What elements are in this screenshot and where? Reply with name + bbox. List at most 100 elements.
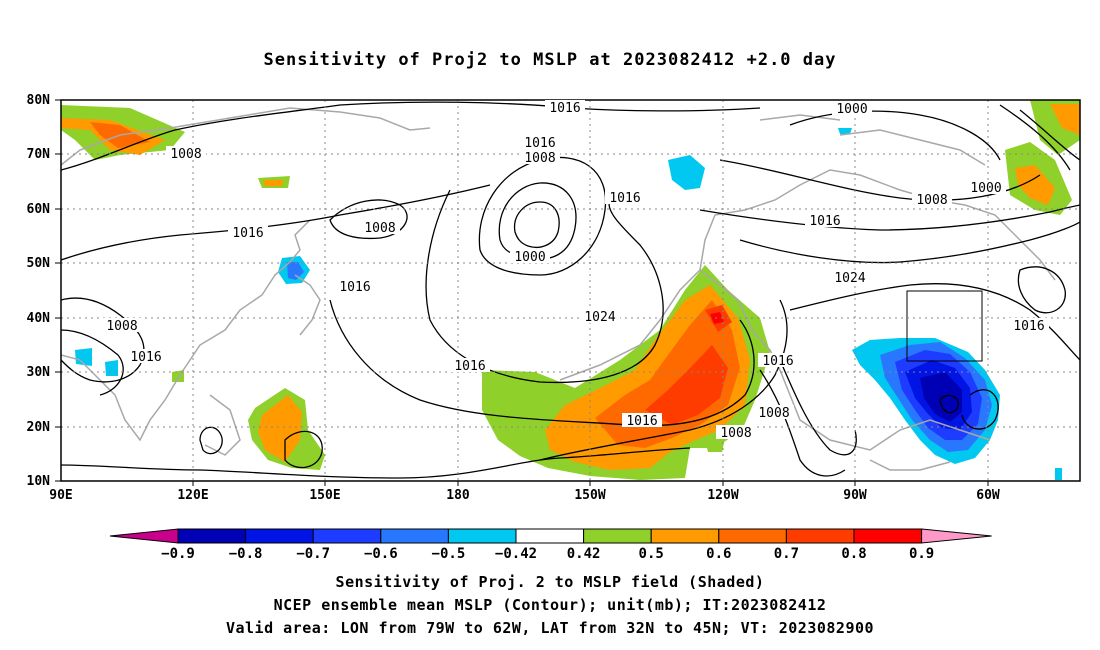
svg-text:1016: 1016 <box>626 414 657 429</box>
svg-text:1024: 1024 <box>584 310 615 325</box>
positive-sensitivity-shading <box>61 100 1080 480</box>
contour-label: 1008 <box>520 150 560 166</box>
colorbar-segment <box>853 528 923 544</box>
latitude-labels: 80N 70N 60N 50N 40N 30N 20N 10N <box>27 93 51 489</box>
svg-text:1008: 1008 <box>916 193 947 208</box>
colorbar-segment <box>650 528 720 544</box>
caption-valid-area: Valid area: LON from 79W to 62W, LAT fro… <box>225 619 875 637</box>
svg-text:1016: 1016 <box>454 359 485 374</box>
longitude-labels: 90E 120E 150E 180 150W 120W 90W 60W <box>49 488 1000 503</box>
contour-label: 1008 <box>754 405 794 421</box>
colorbar-label: 0.6 <box>706 546 731 562</box>
lat-ticks <box>55 99 61 482</box>
colorbar-high-triangle <box>921 528 992 544</box>
svg-text:1008: 1008 <box>364 221 395 236</box>
svg-text:1008: 1008 <box>106 319 137 334</box>
contour-label: 1008 <box>716 425 756 441</box>
colorbar-segment <box>515 528 585 544</box>
colorbar-segment <box>718 528 787 544</box>
contour-label: 1016 <box>1009 318 1049 334</box>
colorbar-segment <box>312 528 382 544</box>
svg-text:1008: 1008 <box>170 147 201 162</box>
colorbar-low-triangle <box>109 528 179 544</box>
contour-label: 1016 <box>545 100 585 116</box>
contour-label-group: 1016 1016 1008 1000 1008 1016 1016 1008 … <box>102 100 1049 441</box>
contour-label: 1008 <box>166 146 206 162</box>
lon-label: 120E <box>177 488 208 503</box>
contour-label: 1016 <box>605 190 645 206</box>
svg-text:1016: 1016 <box>549 101 580 116</box>
colorbar-segment <box>583 528 652 544</box>
lat-label: 40N <box>27 311 51 326</box>
colorbar-segment <box>447 528 517 544</box>
colorbar-label: 0.42 <box>567 546 601 562</box>
colorbar-segment <box>380 528 449 544</box>
colorbar-label: −0.7 <box>296 546 330 562</box>
lat-label: 10N <box>27 474 51 489</box>
svg-text:1008: 1008 <box>524 151 555 166</box>
colorbar-segment <box>177 528 247 544</box>
svg-text:1016: 1016 <box>762 354 793 369</box>
colorbar-label: −0.8 <box>229 546 263 562</box>
colorbar-label: 0.9 <box>909 546 934 562</box>
svg-text:1024: 1024 <box>834 271 865 286</box>
lat-label: 50N <box>27 256 51 271</box>
svg-text:1016: 1016 <box>1013 319 1044 334</box>
contour-label: 1000 <box>832 101 872 117</box>
colorbar-label: −0.5 <box>432 546 466 562</box>
lon-label: 120W <box>707 488 738 503</box>
svg-text:1016: 1016 <box>339 280 370 295</box>
lon-label: 90W <box>843 488 867 503</box>
svg-text:1016: 1016 <box>130 350 161 365</box>
contour-label: 1008 <box>102 318 142 334</box>
svg-text:1016: 1016 <box>609 191 640 206</box>
contour-label: 1016 <box>228 225 268 241</box>
contour-label: 1008 <box>360 220 400 236</box>
svg-text:1016: 1016 <box>809 214 840 229</box>
coastlines <box>61 107 1056 471</box>
lat-label: 80N <box>27 93 51 108</box>
map-title: Sensitivity of Proj2 to MSLP at 20230824… <box>263 50 837 70</box>
svg-text:1000: 1000 <box>970 181 1001 196</box>
contour-label: 1016 <box>520 135 560 151</box>
colorbar-label: −0.42 <box>495 546 537 562</box>
contour-label: 1016 <box>126 349 166 365</box>
caption-sensitivity: Sensitivity of Proj. 2 to MSLP field (Sh… <box>335 573 765 591</box>
graticule <box>61 100 1080 481</box>
colorbar <box>109 528 992 544</box>
colorbar-label: 0.5 <box>639 546 664 562</box>
lat-label: 60N <box>27 202 51 217</box>
colorbar-label: −0.9 <box>161 546 195 562</box>
contour-label: 1016 <box>805 213 845 229</box>
lon-label: 90E <box>49 488 72 503</box>
lat-label: 20N <box>27 420 51 435</box>
colorbar-label: −0.6 <box>364 546 398 562</box>
contour-label: 1000 <box>966 180 1006 196</box>
contour-label: 1024 <box>830 270 870 286</box>
svg-text:1008: 1008 <box>758 406 789 421</box>
lon-label: 60W <box>976 488 1000 503</box>
svg-text:1000: 1000 <box>514 250 545 265</box>
colorbar-segment <box>245 528 314 544</box>
negative-sensitivity-shading <box>75 128 1062 480</box>
colorbar-label: 0.7 <box>774 546 799 562</box>
lon-label: 180 <box>446 488 470 503</box>
contour-label: 1008 <box>912 192 952 208</box>
lat-label: 30N <box>27 365 51 380</box>
colorbar-labels: −0.9 −0.8 −0.7 −0.6 −0.5 −0.42 0.42 0.5 0.6 0.7 0.… <box>161 546 934 562</box>
lon-label: 150W <box>574 488 605 503</box>
lon-ticks <box>192 481 989 486</box>
svg-text:1008: 1008 <box>720 426 751 441</box>
contour-label: 1000 <box>510 249 550 265</box>
colorbar-segment <box>785 528 855 544</box>
lon-label: 150E <box>309 488 340 503</box>
contour-label: 1016 <box>335 279 375 295</box>
caption-contour: NCEP ensemble mean MSLP (Contour); unit(… <box>273 596 827 614</box>
valid-area-box <box>906 290 983 362</box>
svg-text:1000: 1000 <box>836 102 867 117</box>
contour-label: 1016 <box>450 358 490 374</box>
svg-text:1016: 1016 <box>524 136 555 151</box>
contour-label: 1016 <box>622 413 662 429</box>
svg-text:1016: 1016 <box>232 226 263 241</box>
